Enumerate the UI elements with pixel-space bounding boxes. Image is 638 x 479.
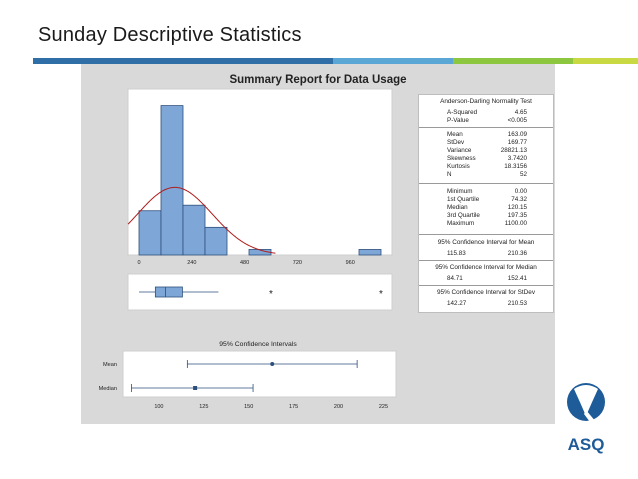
- stripe-segment-3: [453, 58, 573, 64]
- histogram-x-tick-label: 0: [137, 260, 140, 266]
- ci-x-tick-label: 100: [154, 404, 163, 410]
- ci-x-tick-label: 200: [334, 404, 343, 410]
- ci-low: 115.83: [447, 250, 466, 257]
- stat-label: Variance: [447, 147, 472, 154]
- stat-label: A-Squared: [447, 109, 478, 116]
- ci-estimate-point: [270, 362, 275, 366]
- stats-box: Anderson-Darling Normality Test A-Square…: [418, 94, 554, 313]
- histogram-bar: [358, 249, 382, 256]
- stat-value: 3.7420: [507, 155, 527, 162]
- histogram-bar: [160, 105, 184, 256]
- stat-value: 74.32: [511, 196, 527, 203]
- stat-value: 0.00: [514, 188, 527, 195]
- stat-label: N: [447, 171, 452, 178]
- stripe-segment-4: [573, 58, 638, 64]
- asq-logo: ASQ: [562, 380, 610, 460]
- ci-low: 84.71: [447, 275, 463, 282]
- ci-plot-area: [122, 350, 397, 398]
- stat-value: 28821.13: [500, 147, 527, 154]
- stripe-segment-1: [33, 58, 333, 64]
- histogram-bar: [182, 204, 206, 256]
- divider: [419, 183, 553, 184]
- stat-value: 18.3156: [504, 163, 527, 170]
- slide-title: Sunday Descriptive Statistics: [38, 24, 302, 46]
- stat-label: Mean: [447, 131, 463, 138]
- ci-estimate-point: [193, 386, 198, 390]
- ci-stdev-title: 95% Confidence Interval for StDev: [436, 289, 536, 296]
- histogram-x-tick-label: 480: [240, 260, 249, 266]
- divider: [419, 127, 553, 128]
- stat-value: 1100.00: [504, 220, 527, 227]
- ci-high: 210.36: [507, 250, 527, 257]
- stat-label: Minimum: [447, 188, 473, 195]
- ci-x-tick-label: 150: [244, 404, 253, 410]
- ci-low: 142.27: [447, 300, 467, 307]
- stat-label: 3rd Quartile: [447, 212, 480, 219]
- histogram-bar: [204, 226, 228, 256]
- stat-label: Median: [447, 204, 468, 211]
- stat-value: 4.65: [514, 109, 527, 116]
- histogram-bar: [138, 210, 162, 256]
- stat-label: Skewness: [447, 155, 476, 162]
- svg-text:ASQ: ASQ: [568, 435, 605, 454]
- histogram-x-tick-label: 240: [187, 260, 196, 266]
- ci-chart-title: 95% Confidence Intervals: [219, 341, 297, 348]
- divider: [419, 234, 553, 235]
- stat-value: <0.005: [507, 117, 527, 124]
- normal-curve: [127, 186, 276, 254]
- stat-value: 163.09: [507, 131, 527, 138]
- stat-value: 169.77: [507, 139, 527, 146]
- stat-label: P-Value: [447, 117, 469, 124]
- ci-median-title: 95% Confidence Interval for Median: [435, 264, 537, 271]
- stat-value: 197.35: [507, 212, 527, 219]
- normality-title: Anderson-Darling Normality Test: [440, 98, 532, 105]
- stat-value: 120.15: [507, 204, 527, 211]
- divider: [419, 285, 553, 286]
- ci-x-tick-label: 175: [289, 404, 298, 410]
- stat-label: Maximum: [447, 220, 475, 227]
- histogram-x-tick-label: 960: [346, 260, 355, 266]
- stripe-segment-2: [333, 58, 453, 64]
- boxplot-box: [154, 286, 183, 298]
- ci-mean-title: 95% Confidence Interval for Mean: [437, 239, 535, 246]
- ci-high: 210.53: [507, 300, 527, 307]
- boxplot-outlier: *: [269, 289, 273, 300]
- divider: [419, 260, 553, 261]
- title-stripe: [33, 58, 638, 64]
- stat-label: StDev: [447, 139, 465, 146]
- histogram-x-tick-label: 720: [293, 260, 302, 266]
- stat-label: 1st Quartile: [447, 196, 480, 203]
- ci-x-tick-label: 125: [199, 404, 208, 410]
- ci-row-label: Mean: [103, 362, 117, 368]
- ci-row-label: Median: [99, 386, 117, 392]
- report-title: Summary Report for Data Usage: [229, 74, 407, 86]
- stat-value: 52: [519, 171, 527, 178]
- ci-x-tick-label: 225: [379, 404, 388, 410]
- stat-label: Kurtosis: [447, 163, 470, 170]
- ci-high: 152.41: [507, 275, 527, 282]
- boxplot-outlier: *: [379, 289, 383, 300]
